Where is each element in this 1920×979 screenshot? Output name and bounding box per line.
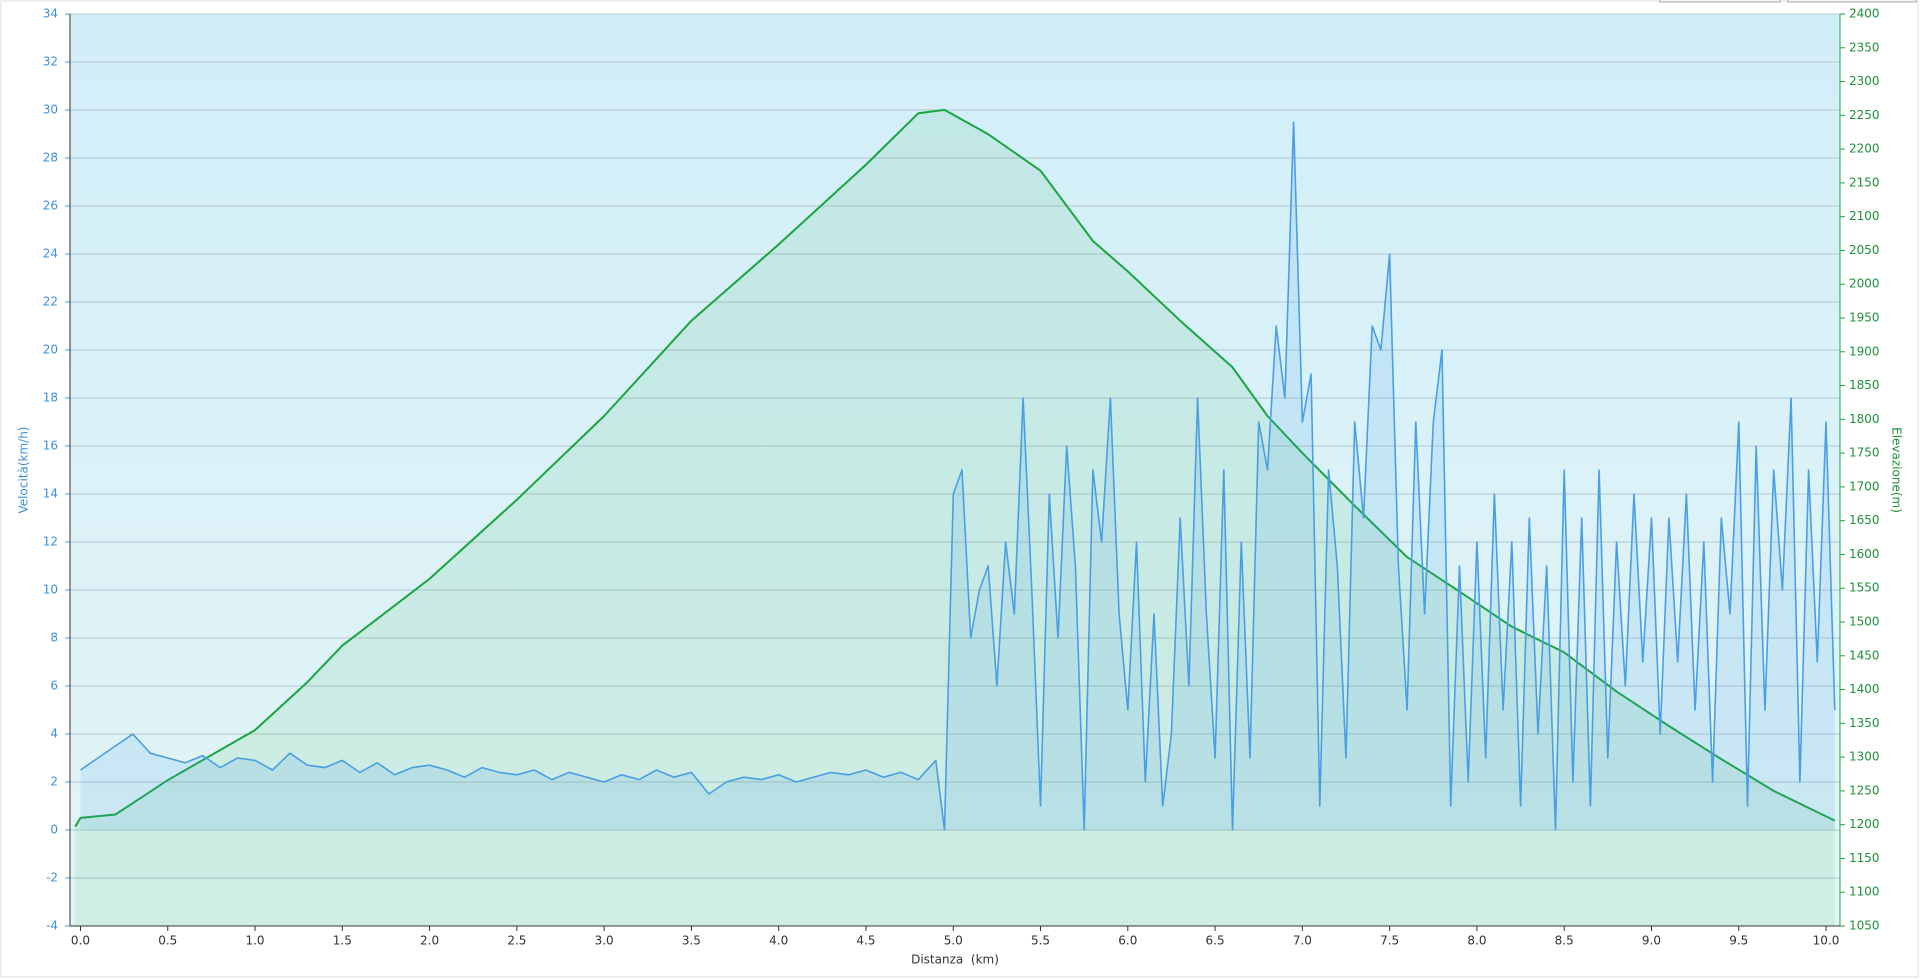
y-tick-label: 6 [50,679,58,693]
series-area [80,122,1835,830]
x-tick-label: 5.0 [944,934,963,948]
x-tick-label: 5.5 [1031,934,1050,948]
y2-tick-label: 1550 [1849,581,1880,595]
x-tick-label: 9.0 [1642,934,1661,948]
y-tick-label: 20 [43,343,58,357]
y-tick-label: 34 [43,7,58,21]
x-tick-label: 2.5 [507,934,526,948]
y2-axis-title: Elevazione(m) [1890,427,1904,513]
x-tick-label: 0.0 [71,934,90,948]
series-line [74,108,1836,828]
toolbar-button[interactable] [1787,0,1917,3]
y-tick-label: 14 [43,487,58,501]
y2-tick-label: 1300 [1849,750,1880,764]
y-tick-label: 22 [43,295,58,309]
y-axis-title: Velocità(km/h) [17,427,31,514]
x-tick-label: 7.0 [1293,934,1312,948]
y-tick-label: 2 [50,775,58,789]
x-tick-label: 3.5 [682,934,701,948]
y-tick-label: 4 [50,727,58,741]
y2-tick-label: 1700 [1849,479,1880,493]
y-tick-label: 24 [43,247,58,261]
x-tick-label: 1.0 [245,934,264,948]
series-area [75,109,1835,926]
y2-tick-label: 2150 [1849,175,1880,189]
y-tick-label: 8 [50,631,58,645]
x-tick-label: 3.0 [595,934,614,948]
x-tick-label: 0.5 [158,934,177,948]
x-axis-title: Distanza (km) [911,953,999,967]
y-tick-label: 18 [43,391,58,405]
y2-tick-label: 1800 [1849,412,1880,426]
x-tick-label: 9.5 [1729,934,1748,948]
y2-tick-label: 1500 [1849,615,1880,629]
y2-tick-label: 1250 [1849,783,1880,797]
y2-tick-label: 2300 [1849,74,1880,88]
y-tick-label: 28 [43,151,58,165]
y-tick-label: 32 [43,55,58,69]
y2-tick-label: 1400 [1849,682,1880,696]
y2-tick-label: 2200 [1849,142,1880,156]
y2-tick-label: 2350 [1849,40,1880,54]
y2-tick-label: 2400 [1849,7,1880,21]
y2-tick-label: 2000 [1849,277,1880,291]
y-tick-label: -4 [46,919,58,933]
y2-tick-label: 1750 [1849,446,1880,460]
y2-tick-label: 1200 [1849,817,1880,831]
y2-tick-label: 1600 [1849,547,1880,561]
x-tick-label: 1.5 [333,934,352,948]
series-line [80,121,1836,831]
y2-tick-label: 1950 [1849,311,1880,325]
plot-area [70,14,1840,926]
y2-tick-label: 1100 [1849,885,1880,899]
x-tick-label: 6.5 [1206,934,1225,948]
y-tick-label: 26 [43,199,58,213]
y2-tick-label: 2050 [1849,243,1880,257]
x-tick-label: 6.0 [1118,934,1137,948]
x-tick-label: 7.5 [1380,934,1399,948]
y2-tick-label: 1650 [1849,513,1880,527]
y-tick-label: 16 [43,439,58,453]
x-tick-label: 8.5 [1555,934,1574,948]
y-tick-label: 30 [43,103,58,117]
y2-tick-label: 1850 [1849,378,1880,392]
x-tick-label: 10.0 [1813,934,1840,948]
x-tick-label: 4.0 [769,934,788,948]
y2-tick-label: 1050 [1849,919,1880,933]
y-tick-label: 0 [50,823,58,837]
y2-tick-label: 1150 [1849,851,1880,865]
x-tick-label: 2.0 [420,934,439,948]
y2-tick-label: 2100 [1849,209,1880,223]
y2-tick-label: 2250 [1849,108,1880,122]
y-tick-label: -2 [46,871,58,885]
y2-tick-label: 1350 [1849,716,1880,730]
y-tick-label: 12 [43,535,58,549]
y2-tick-label: 1450 [1849,648,1880,662]
x-tick-label: 4.5 [856,934,875,948]
x-tick-label: 8.0 [1467,934,1486,948]
toolbar-button[interactable] [1659,0,1781,3]
y2-tick-label: 1900 [1849,344,1880,358]
y-tick-label: 10 [43,583,58,597]
